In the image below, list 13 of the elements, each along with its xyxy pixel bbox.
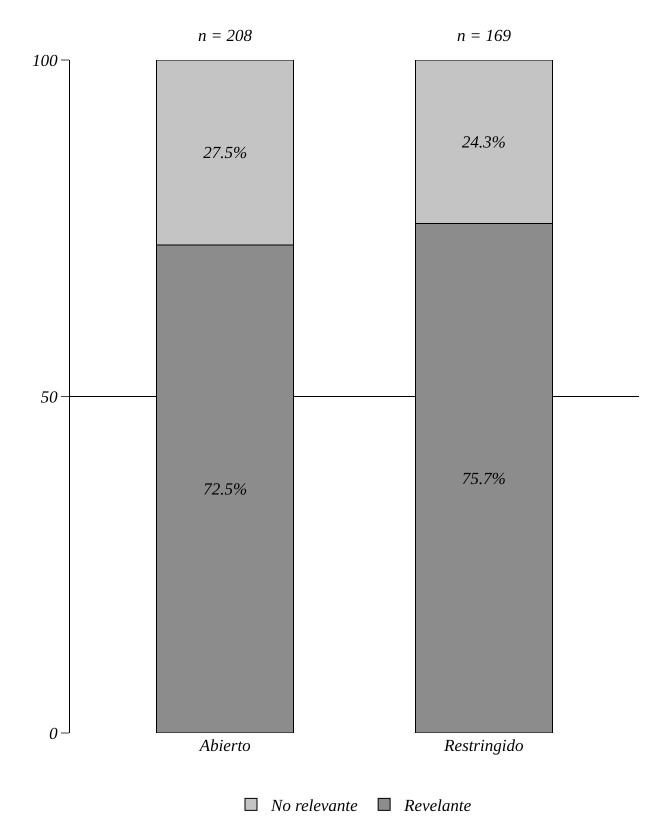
legend-label: Revelante — [403, 796, 472, 816]
data-label: 27.5% — [203, 143, 248, 162]
y-tick-label: 100 — [32, 50, 58, 70]
x-tick-label: Abierto — [198, 736, 251, 755]
y-tick-label: 0 — [49, 724, 58, 743]
x-tick-label: Restringido — [443, 736, 524, 755]
legend-label: No relevante — [270, 796, 358, 816]
data-label: 75.7% — [462, 468, 506, 488]
text: n = 208 — [198, 26, 252, 45]
data-label: 72.5% — [203, 480, 248, 499]
data-label: 24.3% — [462, 132, 506, 152]
text: n = 169 — [457, 26, 512, 45]
y-tick-label: 50 — [40, 387, 58, 406]
